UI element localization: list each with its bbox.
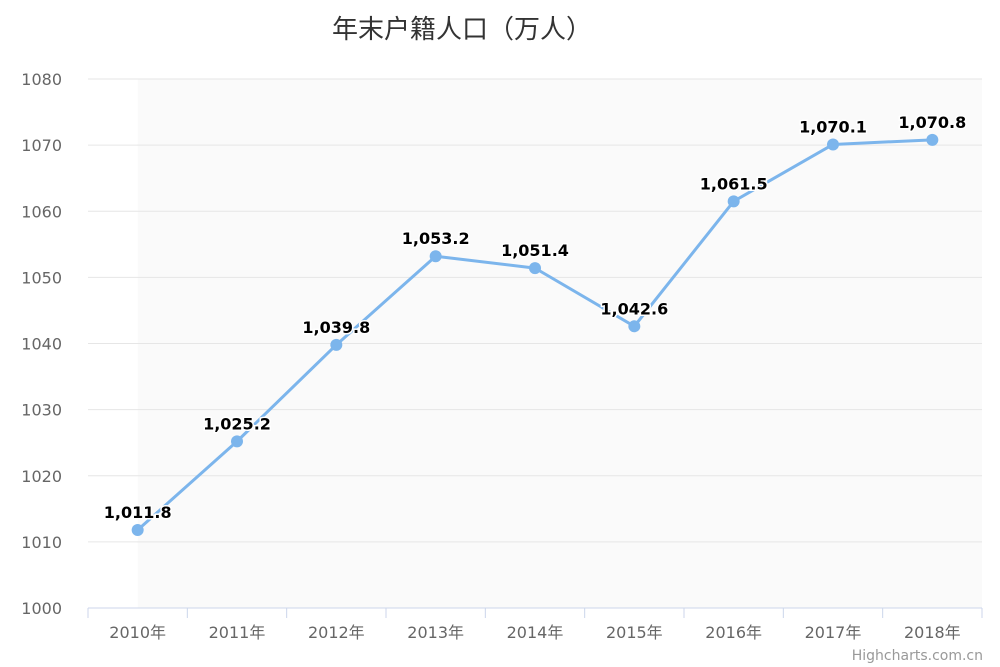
data-point[interactable] xyxy=(131,523,144,536)
data-point[interactable] xyxy=(231,435,243,448)
grid-lines xyxy=(88,78,982,609)
data-label: 1,061.5 xyxy=(700,174,768,193)
y-tick-label: 1020 xyxy=(21,467,62,486)
y-tick-label: 1030 xyxy=(21,401,62,420)
x-tick-label: 2013年 xyxy=(407,623,464,642)
y-tick-label: 1080 xyxy=(21,70,62,89)
data-label: 1,011.8 xyxy=(104,503,172,522)
y-axis: 1000 1010 1020 1030 1040 1050 1060 1070 1080 xyxy=(21,70,62,618)
y-tick-label: 1070 xyxy=(21,136,62,155)
data-label: 1,025.2 xyxy=(203,414,271,433)
data-point[interactable] xyxy=(330,338,343,351)
y-tick-label: 1060 xyxy=(21,202,62,221)
data-point[interactable] xyxy=(926,133,939,146)
data-label: 1,070.1 xyxy=(799,117,867,136)
x-tick-label: 2012年 xyxy=(308,623,365,642)
y-tick-label: 1010 xyxy=(21,533,62,552)
data-label: 1,042.6 xyxy=(600,299,668,318)
chart-title: 年末户籍人口（万人） xyxy=(332,15,592,45)
x-tick-label: 2018年 xyxy=(904,623,961,642)
data-point[interactable] xyxy=(429,250,442,263)
data-label: 1,039.8 xyxy=(302,318,370,337)
y-tick-label: 1040 xyxy=(21,335,62,354)
x-tick-label: 2017年 xyxy=(805,623,862,642)
data-point[interactable] xyxy=(827,138,839,151)
data-point[interactable] xyxy=(628,320,641,333)
y-tick-label: 1050 xyxy=(21,268,62,287)
credit-link[interactable]: Highcharts.com.cn xyxy=(852,648,983,664)
x-tick-label: 2010年 xyxy=(109,623,166,642)
series-layer xyxy=(131,133,939,536)
x-tick-label: 2014年 xyxy=(507,623,564,642)
data-point[interactable] xyxy=(529,262,541,275)
data-point[interactable] xyxy=(727,195,740,208)
data-label: 1,051.4 xyxy=(501,241,569,260)
y-tick-label: 1000 xyxy=(21,599,62,618)
x-axis: 2010年 2011年 2012年 2013年 2014年 2015年 2016年 2017年… xyxy=(87,608,983,642)
data-label: 1,070.8 xyxy=(898,113,966,132)
x-tick-label: 2016年 xyxy=(705,623,762,642)
x-tick-label: 2015年 xyxy=(606,623,663,642)
data-label: 1,053.2 xyxy=(402,229,470,248)
data-labels: 1,011.8 1,025.2 1,039.8 1,053.2 1,051.4 1,042… xyxy=(102,111,967,523)
x-tick-label: 2011年 xyxy=(209,623,266,642)
